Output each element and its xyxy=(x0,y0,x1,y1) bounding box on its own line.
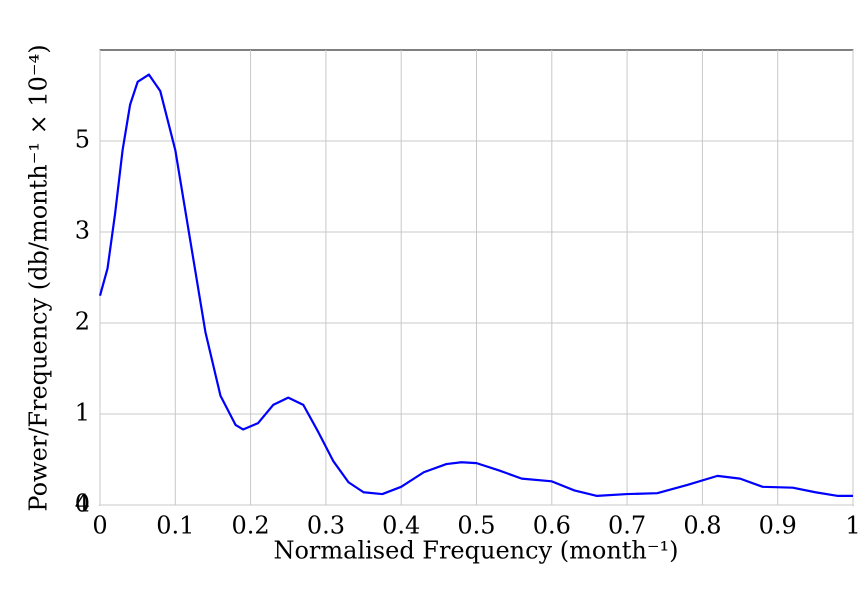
x-tick-label: 0.7 xyxy=(608,512,646,540)
y-tick-label: 2 xyxy=(75,308,90,336)
y-tick-label: 0 xyxy=(75,490,90,518)
x-tick-label: 0 xyxy=(92,512,107,540)
x-tick-label: 0.1 xyxy=(156,512,194,540)
y-tick-label: 5 xyxy=(75,126,90,154)
x-axis-label: Normalised Frequency (month⁻¹) xyxy=(273,537,678,565)
x-tick-label: 0.9 xyxy=(759,512,797,540)
x-tick-label: 0.3 xyxy=(307,512,345,540)
x-tick-label: 0.2 xyxy=(232,512,270,540)
x-tick-label: 0.6 xyxy=(533,512,571,540)
data-line xyxy=(98,73,853,497)
y-tick-label: 4 xyxy=(75,490,90,518)
x-tick-label: 0.5 xyxy=(457,512,495,540)
x-tick-label: 1 xyxy=(845,512,860,540)
y-tick-label: 1 xyxy=(75,399,90,427)
x-tick-label: 0.8 xyxy=(683,512,721,540)
y-axis-label: Power/Frequency (db/month⁻¹ × 10⁻⁴) xyxy=(25,44,53,511)
y-tick-label: 3 xyxy=(75,217,90,245)
x-tick-label: 0.4 xyxy=(382,512,420,540)
